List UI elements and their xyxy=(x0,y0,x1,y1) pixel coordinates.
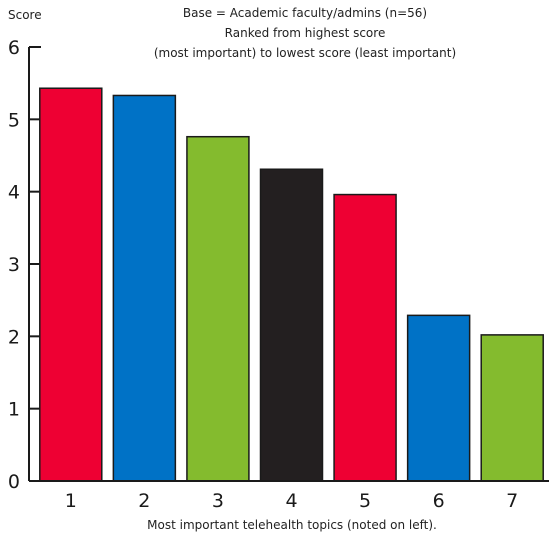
y-tick-label: 5 xyxy=(8,109,20,131)
x-tick-label: 1 xyxy=(65,490,77,512)
x-axis-ticks: 1 2 3 4 5 6 7 xyxy=(65,490,519,512)
bar-6 xyxy=(406,314,471,482)
x-tick-label: 5 xyxy=(359,490,371,512)
bars xyxy=(39,87,544,482)
y-tick-label: 3 xyxy=(8,254,20,276)
x-axis-label: Most important telehealth topics (noted … xyxy=(147,518,437,532)
x-tick-label: 7 xyxy=(506,490,518,512)
y-tick-label: 2 xyxy=(8,326,20,348)
bar-3 xyxy=(186,135,250,482)
x-tick-label: 2 xyxy=(138,490,150,512)
bar-5 xyxy=(333,193,397,482)
bar-7 xyxy=(480,334,544,482)
y-tick-label: 0 xyxy=(8,471,20,493)
x-tick-label: 6 xyxy=(433,490,445,512)
bar-1 xyxy=(39,87,103,482)
y-tick-label: 1 xyxy=(8,399,20,421)
y-axis-ticks: 0 1 2 3 4 5 6 xyxy=(8,37,41,493)
y-tick-label: 6 xyxy=(8,37,20,59)
y-axis-label: Score xyxy=(8,8,42,22)
y-tick-label: 4 xyxy=(8,182,20,204)
bar-4 xyxy=(259,168,324,482)
x-tick-label: 3 xyxy=(212,490,224,512)
bar-2 xyxy=(112,94,177,482)
subtitle-line-3: (most important) to lowest score (least … xyxy=(154,46,456,60)
subtitle-line-1: Base = Academic faculty/admins (n=56) xyxy=(183,6,427,20)
x-tick-label: 4 xyxy=(285,490,297,512)
subtitle-line-2: Ranked from highest score xyxy=(225,26,386,40)
